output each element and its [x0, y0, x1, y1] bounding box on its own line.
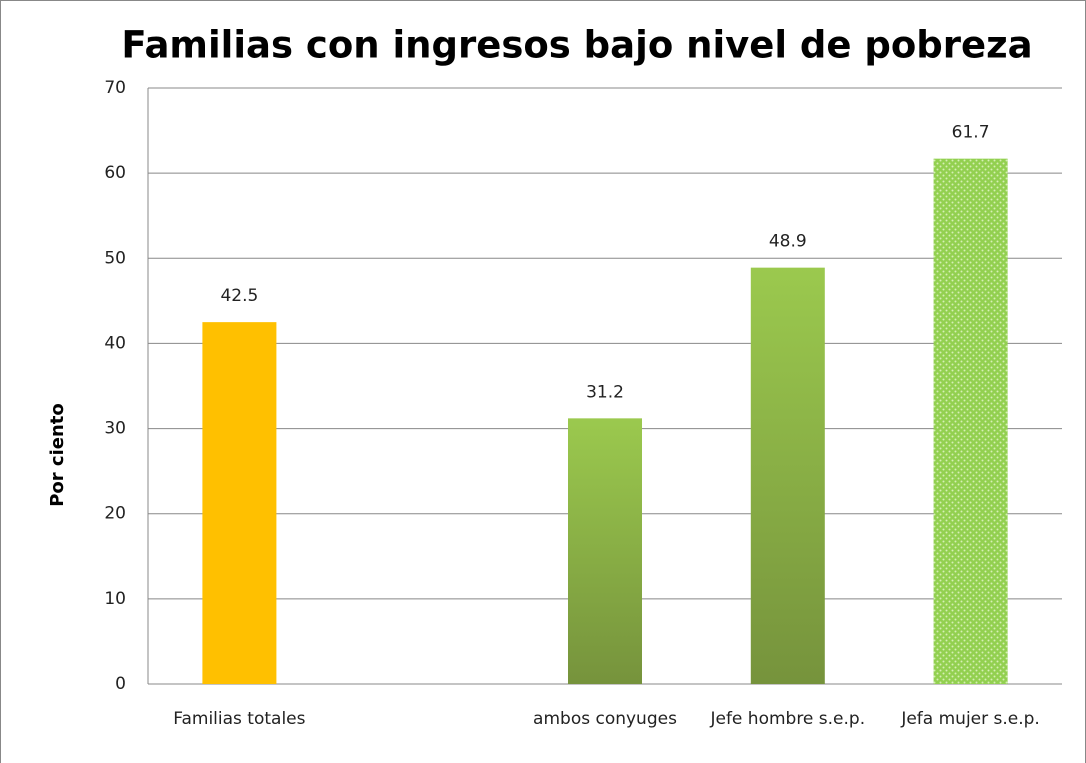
y-tick-label: 0	[115, 674, 126, 694]
chart-title: Familias con ingresos bajo nivel de pobr…	[121, 24, 1032, 67]
y-tick-label: 30	[104, 419, 126, 439]
bar	[568, 418, 642, 684]
y-tick-label: 50	[104, 248, 126, 268]
y-tick-label: 60	[104, 163, 126, 183]
data-label: 31.2	[586, 382, 624, 402]
x-tick-label: Familias totales	[173, 709, 306, 729]
data-label: 61.7	[952, 123, 990, 143]
y-tick-label: 20	[104, 504, 126, 524]
bar	[933, 158, 1008, 684]
x-tick-label: Jefe hombre s.e.p.	[710, 709, 866, 729]
y-tick-label: 70	[104, 78, 126, 98]
data-label: 48.9	[769, 232, 807, 252]
x-tick-label: Jefa mujer s.e.p.	[901, 709, 1040, 729]
y-axis-label: Por ciento	[47, 403, 68, 507]
bar	[202, 322, 277, 684]
x-tick-label: ambos conyuges	[533, 709, 677, 729]
y-tick-label: 40	[104, 333, 126, 353]
bar	[750, 267, 825, 684]
y-tick-label: 10	[104, 589, 126, 609]
data-label: 42.5	[220, 286, 258, 306]
